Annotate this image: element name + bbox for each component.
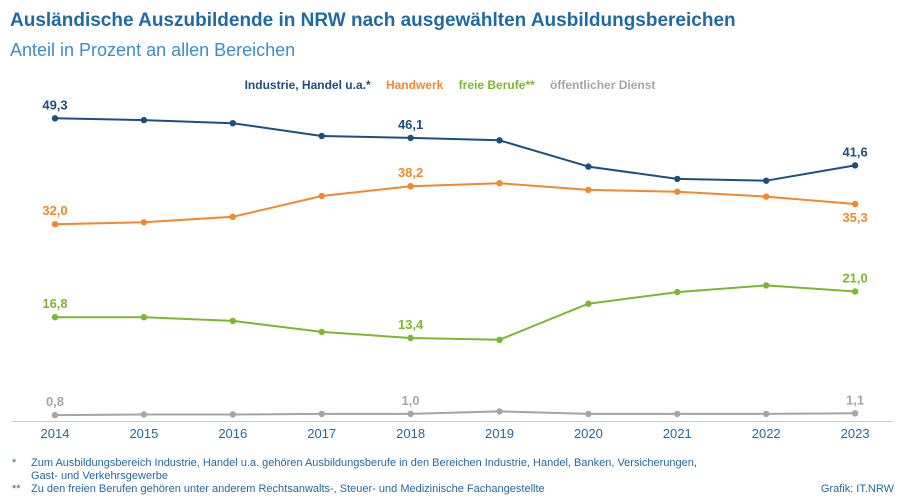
data-point	[229, 213, 236, 220]
data-label: 21,0	[842, 271, 867, 286]
data-label: 1,0	[402, 393, 420, 408]
data-point	[763, 410, 770, 418]
data-label: 46,1	[398, 117, 423, 132]
data-point	[674, 175, 681, 183]
footnote-marker: **	[12, 483, 21, 495]
footnote-text: Zum Ausbildungsbereich Industrie, Handel…	[31, 457, 697, 469]
data-point	[496, 408, 503, 415]
legend-item-freie-berufe: freie Berufe**	[458, 78, 535, 92]
data-point	[763, 193, 770, 200]
data-point	[851, 200, 859, 208]
data-point	[318, 132, 325, 140]
data-point	[585, 186, 592, 194]
data-point	[496, 336, 503, 343]
series-line	[54, 284, 857, 341]
data-point	[674, 188, 681, 195]
data-point	[763, 282, 770, 289]
x-tick-label: 2021	[663, 426, 692, 441]
legend-item-industrie-handel: Industrie, Handel u.a.*	[244, 78, 371, 92]
footnote-2: ** Zu den freien Berufen gehören unter a…	[0, 482, 780, 496]
data-point	[851, 410, 859, 417]
series-line	[54, 182, 857, 226]
chart-title: Ausländische Auszubildende in NRW nach a…	[10, 10, 736, 31]
series-industrie-handel: 49,3 46,1 41,6	[42, 97, 868, 184]
data-point	[407, 183, 414, 190]
data-point	[674, 288, 681, 296]
data-point	[51, 314, 59, 321]
line-chart: 2014 2015 2016 2017 2018 2019 2020 2021 2022 2023…	[12, 97, 893, 441]
chart-subtitle: Anteil in Prozent an allen Bereichen	[10, 40, 296, 60]
footnote-marker: *	[12, 457, 17, 469]
data-label: 38,2	[398, 165, 423, 180]
data-point	[140, 411, 148, 418]
legend: Industrie, Handel u.a.* Handwerk freie B…	[0, 77, 900, 93]
data-label: 41,6	[842, 144, 867, 159]
data-point	[407, 410, 414, 418]
data-label: 0,8	[46, 394, 64, 409]
data-point	[51, 411, 59, 419]
series-handwerk: 32,0 38,2 35,3	[42, 165, 868, 228]
data-point	[496, 180, 503, 187]
data-point	[496, 137, 503, 144]
data-point	[585, 300, 592, 307]
data-point	[229, 317, 236, 325]
legend-item-oeffentlicher-dienst: öffentlicher Dienst	[550, 78, 656, 92]
footnote-text: Zu den freien Berufen gehören unter ande…	[31, 483, 545, 495]
data-label: 16,8	[42, 296, 67, 311]
data-point	[407, 334, 414, 342]
data-point	[140, 219, 148, 226]
data-label: 1,1	[846, 392, 864, 407]
data-point	[229, 411, 236, 418]
series-oeffentlicher-dienst: 0,8 1,0 1,1	[46, 392, 864, 419]
data-point	[51, 115, 59, 122]
data-label: 13,4	[398, 317, 424, 332]
data-point	[763, 177, 770, 184]
x-tick-label: 2017	[307, 426, 336, 441]
source-credit: Grafik: IT.NRW	[820, 483, 894, 495]
series-line	[54, 410, 857, 417]
data-label: 35,3	[842, 210, 867, 225]
data-point	[140, 314, 148, 321]
x-tick-label: 2020	[574, 426, 603, 441]
data-label: 49,3	[42, 97, 67, 112]
data-label: 32,0	[42, 203, 67, 218]
footnote-text: Gast- und Verkehrsgewerbe	[31, 470, 168, 482]
footnote-1: * Zum Ausbildungsbereich Industrie, Hand…	[0, 456, 780, 470]
data-point	[318, 328, 325, 336]
x-tick-label: 2015	[129, 426, 158, 441]
data-point	[407, 134, 414, 142]
x-tick-label: 2019	[485, 426, 514, 441]
data-point	[851, 162, 859, 169]
data-point	[229, 120, 236, 127]
series-freie-berufe: 16,8 13,4 21,0	[42, 271, 868, 343]
series-line	[54, 117, 857, 182]
data-point	[318, 410, 325, 418]
x-tick-label: 2016	[218, 426, 247, 441]
data-point	[585, 410, 592, 418]
footnote-1-continued: Gast- und Verkehrsgewerbe	[0, 469, 780, 483]
data-point	[585, 163, 592, 170]
data-point	[674, 410, 681, 418]
data-point	[51, 221, 59, 228]
x-tick-label: 2022	[752, 426, 781, 441]
x-tick-label: 2014	[41, 426, 70, 441]
x-tick-label: 2018	[396, 426, 425, 441]
data-point	[140, 116, 148, 124]
x-tick-label: 2023	[841, 426, 870, 441]
legend-item-handwerk: Handwerk	[385, 78, 444, 92]
data-point	[318, 192, 325, 200]
data-point	[851, 288, 859, 295]
